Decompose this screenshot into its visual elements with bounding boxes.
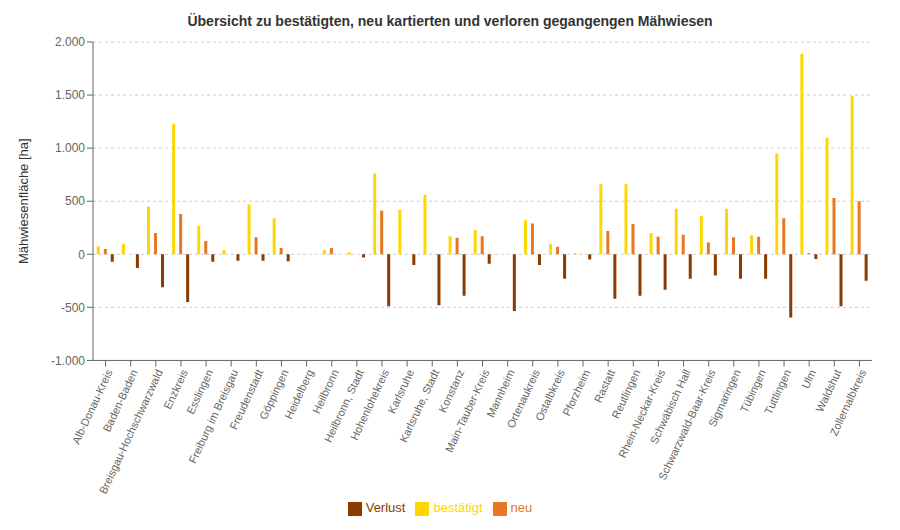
svg-text:1.500: 1.500 [55,88,85,102]
svg-text:-500: -500 [61,301,85,315]
svg-text:Karlsruhe, Stadt: Karlsruhe, Stadt [397,368,441,445]
svg-text:Schwarzwald-Baar-Kreis: Schwarzwald-Baar-Kreis [655,367,718,482]
svg-text:Baden-Baden: Baden-Baden [100,367,140,434]
svg-text:Heilbronn: Heilbronn [310,367,341,416]
svg-text:Mannheim: Mannheim [484,367,517,420]
svg-text:2.000: 2.000 [55,35,85,49]
svg-text:Ortenaukreis: Ortenaukreis [504,367,542,430]
svg-text:Enzkreis: Enzkreis [161,367,190,411]
svg-text:Rhein-Neckar-Kreis: Rhein-Neckar-Kreis [616,367,668,460]
svg-text:Sigmaringen: Sigmaringen [706,368,743,429]
html-text:Verlust: Verlust [365,500,406,516]
svg-text:Ulm: Ulm [799,368,818,391]
svg-text:Freiburg im Breisgau: Freiburg im Breisgau [186,367,241,466]
svg-text:Breisgau-Hochschwarzwald: Breisgau-Hochschwarzwald [97,368,165,496]
svg-text:Freudenstadt: Freudenstadt [227,368,265,432]
svg-text:Waldshut: Waldshut [813,367,844,414]
svg-text:Konstanz: Konstanz [436,367,467,415]
html-text:Übersicht zu bestätigten, neu: Übersicht zu bestätigten, neu kartierten… [187,13,713,29]
svg-text:Pforzheim: Pforzheim [560,368,592,418]
svg-text:1.000: 1.000 [55,141,85,155]
html-text:bestätigt: bestätigt [433,500,483,516]
svg-text:0: 0 [78,248,85,262]
svg-text:Main-Tauber-Kreis: Main-Tauber-Kreis [443,367,492,454]
svg-text:Alb-Donau-Kreis: Alb-Donau-Kreis [70,367,115,446]
svg-text:Heilbronn, Stadt: Heilbronn, Stadt [321,367,366,445]
svg-text:Schwäbisch Hall: Schwäbisch Hall [647,367,693,446]
svg-text:500: 500 [65,194,85,208]
svg-text:Esslingen: Esslingen [184,367,216,416]
html-text:neu: neu [510,500,533,516]
svg-text:Tübingen: Tübingen [737,367,768,415]
svg-text:Göppingen: Göppingen [256,367,291,422]
svg-text:Zollernalbkreis: Zollernalbkreis [827,367,868,437]
svg-text:Tuttlingen: Tuttlingen [762,368,793,416]
svg-text:Rastatt: Rastatt [592,368,618,405]
svg-text:Hohenlohekreis: Hohenlohekreis [348,367,391,442]
svg-text:Mähwiesenfläche [ha]: Mähwiesenfläche [ha] [16,138,31,264]
svg-text:-1.000: -1.000 [51,354,85,368]
svg-text:Reutlingen: Reutlingen [609,367,643,421]
svg-text:Ostalbkreis: Ostalbkreis [532,367,567,423]
svg-text:Heidelberg: Heidelberg [282,368,315,421]
